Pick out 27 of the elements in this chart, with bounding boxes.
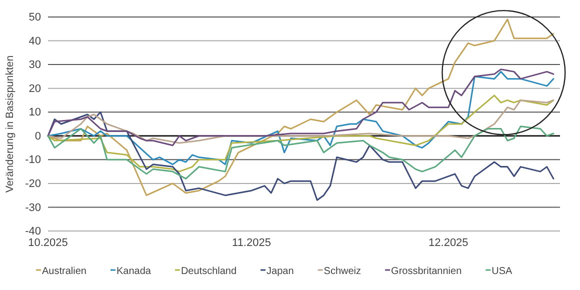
line-series — [47, 126, 554, 180]
legend-label: USA — [492, 266, 513, 277]
y-tick-label: 40 — [28, 35, 41, 48]
y-axis-title: Veränderung in Basispunkten — [4, 55, 16, 193]
line-series — [47, 94, 554, 172]
y-tick-label: -30 — [25, 202, 41, 214]
legend-label: Kanada — [116, 266, 152, 277]
y-tick-label: -10 — [25, 154, 41, 166]
x-tick-label: 12.2025 — [428, 236, 468, 249]
line-series — [47, 70, 554, 166]
y-tick-label: -20 — [25, 178, 41, 190]
legend-label: Australien — [42, 266, 86, 277]
legend-label: Schweiz — [324, 266, 362, 277]
x-tick-label: 11.2025 — [232, 236, 271, 249]
legend-label: Grossbritannien — [391, 266, 462, 277]
y-tick-label: 30 — [28, 59, 41, 72]
y-tick-label: 50 — [28, 12, 41, 24]
line-series — [47, 111, 554, 201]
line-series — [47, 99, 554, 144]
legend-label: Japan — [266, 266, 294, 277]
x-tick-label: 10.2025 — [28, 236, 68, 249]
line-series — [47, 68, 554, 146]
y-tick-label: 10 — [28, 106, 41, 119]
legend-label: Deutschland — [180, 266, 237, 277]
y-tick-label: 20 — [28, 82, 41, 95]
y-tick-label: -40 — [25, 226, 41, 238]
y-tick-label: 0 — [34, 130, 41, 142]
